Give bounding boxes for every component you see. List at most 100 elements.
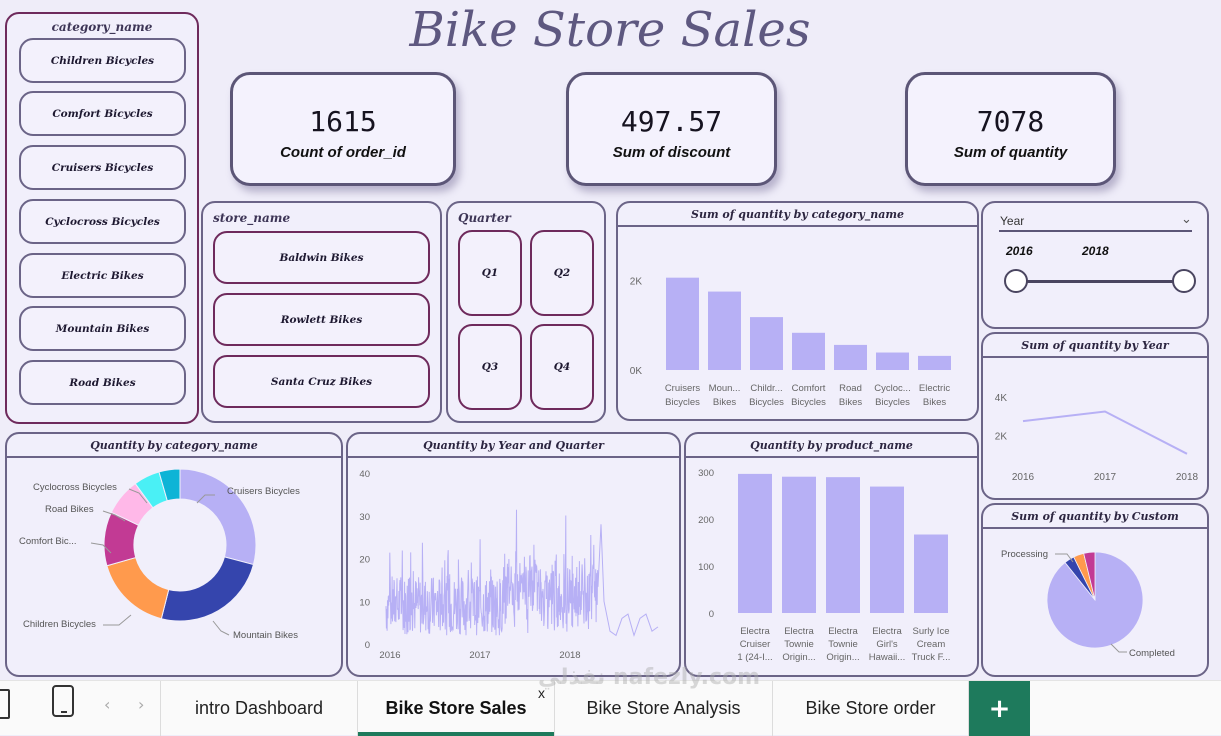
category-option[interactable]: Electric Bikes xyxy=(19,253,186,298)
tab-scroll-left-icon[interactable]: ‹ xyxy=(104,695,111,714)
x-tick-label: Origin... xyxy=(826,652,859,663)
bar xyxy=(792,332,825,370)
report-canvas: Bike Store Sales category_name Children … xyxy=(5,2,1209,677)
tab-label: Bike Store Sales xyxy=(385,698,527,718)
x-tick-label: Townie xyxy=(828,639,858,650)
tab-label: intro Dashboard xyxy=(194,698,324,718)
year-from-value: 2016 xyxy=(1006,244,1033,258)
kpi-label: Count of order_id xyxy=(280,144,406,161)
kpi-value: 1615 xyxy=(309,105,377,138)
year-to-value: 2018 xyxy=(1082,244,1109,258)
divider xyxy=(348,456,679,458)
mobile-view-icon[interactable] xyxy=(52,685,74,717)
kpi-value: 7078 xyxy=(976,105,1045,138)
x-tick-label: Cruiser xyxy=(740,639,771,650)
category-option[interactable]: Comfort Bicycles xyxy=(19,91,186,136)
x-tick-label: Bicycles xyxy=(791,397,826,408)
x-tick-label: 2017 xyxy=(469,650,490,661)
x-tick-label: Hawaii... xyxy=(869,652,905,663)
chevron-down-icon[interactable]: ⌄ xyxy=(1181,212,1192,227)
x-tick-label: Comfort xyxy=(792,383,826,394)
slice-label: Cruisers Bicycles xyxy=(227,486,300,497)
x-tick-label: Townie xyxy=(784,639,814,650)
store-option[interactable]: Santa Cruz Bikes xyxy=(213,355,430,408)
x-tick-label: Electric xyxy=(919,383,950,394)
bar xyxy=(708,291,741,370)
tab-close-icon[interactable]: x xyxy=(538,685,545,701)
tab-bike-store-sales[interactable]: Bike Store Sales xyxy=(358,681,555,736)
year-range-start-handle[interactable] xyxy=(1004,269,1028,293)
x-tick-label: 2016 xyxy=(1012,472,1035,483)
tab-label: Bike Store order xyxy=(805,698,936,718)
y-tick-label: 0 xyxy=(709,609,714,620)
quarter-option-q3[interactable]: Q3 xyxy=(458,324,522,410)
divider xyxy=(618,225,977,227)
donut-slice xyxy=(106,556,170,620)
kpi-label: Sum of discount xyxy=(612,144,731,161)
y-tick-label: 100 xyxy=(698,562,714,573)
tab-bike-store-order[interactable]: Bike Store order xyxy=(773,681,969,736)
x-tick-label: Moun... xyxy=(709,383,741,394)
x-tick-label: Cycloc... xyxy=(874,383,910,394)
y-tick-label: 0K xyxy=(630,366,643,377)
add-page-button[interactable]: + xyxy=(969,681,1030,736)
x-tick-label: Electra xyxy=(784,626,814,637)
x-tick-label: Surly Ice xyxy=(913,626,950,637)
chart-title: Quantity by product_name xyxy=(750,439,913,452)
year-range-track[interactable] xyxy=(1016,280,1183,283)
quarter-option-q4[interactable]: Q4 xyxy=(530,324,594,410)
quarter-option-q1[interactable]: Q1 xyxy=(458,230,522,316)
year-slicer: Year ⌄ 2016 2018 xyxy=(981,201,1209,329)
x-tick-label: Bicycles xyxy=(665,397,700,408)
divider xyxy=(983,356,1207,358)
bar xyxy=(750,317,783,370)
slice-label: Cyclocross Bicycles xyxy=(33,482,117,493)
quarter-option-q2[interactable]: Q2 xyxy=(530,230,594,316)
leader-line xyxy=(102,510,126,522)
bar xyxy=(826,477,860,613)
desktop-view-icon[interactable] xyxy=(0,689,10,719)
x-tick-label: Cream xyxy=(917,639,946,650)
y-tick-label: 2K xyxy=(995,432,1008,443)
x-tick-label: Bikes xyxy=(923,397,946,408)
bar xyxy=(870,486,904,613)
tab-intro-dashboard[interactable]: intro Dashboard xyxy=(161,681,358,736)
quantity-by-product-bar-chart: 0 100 200 300 Electra Cruiser 1 (24-I... Electr… xyxy=(698,468,950,663)
bar xyxy=(782,476,816,613)
page-tab-bar: ‹ › intro Dashboard Bike Store Sales x B… xyxy=(0,665,1221,736)
store-option[interactable]: Rowlett Bikes xyxy=(213,293,430,346)
store-slicer-header: store_name xyxy=(213,211,291,225)
store-option[interactable]: Baldwin Bikes xyxy=(213,231,430,284)
category-option[interactable]: Cyclocross Bicycles xyxy=(19,199,186,244)
category-option[interactable]: Children Bicycles xyxy=(19,38,186,83)
leader-line xyxy=(212,620,230,636)
category-slicer-header: category_name xyxy=(51,20,153,34)
tab-bike-store-analysis[interactable]: Bike Store Analysis xyxy=(555,681,773,736)
leader-line xyxy=(196,494,215,504)
donut-slice xyxy=(158,468,181,502)
category-option[interactable]: Road Bikes xyxy=(19,360,186,405)
series-line xyxy=(1022,410,1188,455)
report-title: Bike Store Sales xyxy=(409,2,811,58)
kpi-value: 497.57 xyxy=(620,105,723,138)
leader-line xyxy=(90,542,112,554)
pie-slice xyxy=(1083,551,1096,601)
category-option[interactable]: Mountain Bikes xyxy=(19,306,186,351)
bar xyxy=(876,352,909,370)
x-tick-label: Electra xyxy=(872,626,902,637)
x-tick-label: Electra xyxy=(828,626,858,637)
x-tick-label: 2018 xyxy=(1176,472,1199,483)
year-range-end-handle[interactable] xyxy=(1172,269,1196,293)
x-tick-label: Bicycles xyxy=(875,397,910,408)
mobile-home-dot xyxy=(61,711,67,713)
slice-label: Road Bikes xyxy=(45,504,94,515)
kpi-quantity-sum: 7078 Sum of quantity xyxy=(905,72,1116,186)
quantity-by-category-bar-chart: 0K 2K Cruisers Bicycles Moun... Bikes Childr..… xyxy=(630,276,951,408)
category-option[interactable]: Cruisers Bicycles xyxy=(19,145,186,190)
x-tick-label: Electra xyxy=(740,626,770,637)
tab-label: Bike Store Analysis xyxy=(586,698,741,718)
y-tick-label: 4K xyxy=(995,393,1008,404)
leader-line xyxy=(1055,553,1074,563)
kpi-label: Sum of quantity xyxy=(953,144,1068,161)
tab-scroll-right-icon[interactable]: › xyxy=(138,695,145,714)
